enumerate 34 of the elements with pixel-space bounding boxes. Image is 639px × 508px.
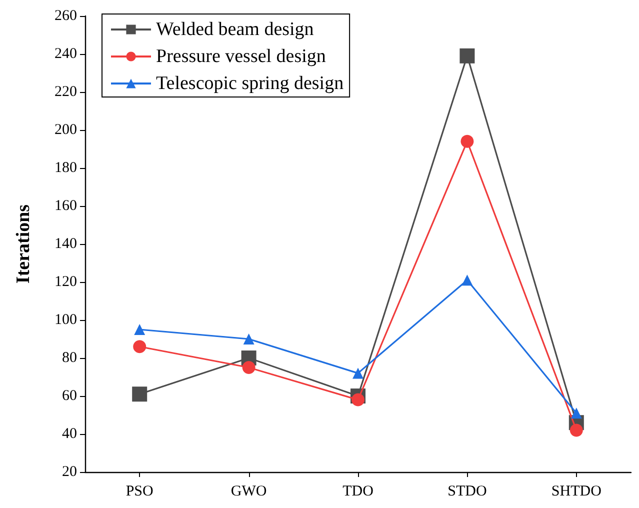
- y-tick-label: 20: [62, 464, 77, 480]
- y-tick-label: 100: [54, 312, 77, 328]
- point: [570, 408, 582, 419]
- point: [243, 334, 254, 344]
- y-tick-label: 160: [54, 198, 77, 214]
- point: [352, 368, 364, 379]
- y-tick-label: 60: [62, 388, 77, 404]
- y-tick-label: 40: [62, 426, 77, 442]
- point: [134, 324, 146, 335]
- y-tick-label: 140: [54, 236, 77, 252]
- x-tick-label: SHTDO: [551, 484, 602, 500]
- point: [460, 134, 474, 148]
- point: [242, 361, 256, 374]
- y-tick-label: 120: [54, 274, 77, 290]
- legend-label: Telescopic spring design: [156, 73, 344, 94]
- point: [460, 48, 475, 64]
- legend-label: Welded beam design: [156, 19, 314, 40]
- x-tick-label: PSO: [126, 484, 154, 500]
- point: [570, 424, 583, 437]
- y-tick-label: 80: [62, 350, 77, 366]
- y-tick-label: 220: [54, 84, 77, 100]
- legend-label: Pressure vessel design: [156, 46, 326, 67]
- x-tick-label: TDO: [342, 484, 374, 500]
- x-tick-label: GWO: [230, 484, 267, 500]
- point: [352, 393, 364, 406]
- point: [132, 386, 148, 402]
- x-tick-label: STDO: [448, 484, 487, 500]
- y-axis-title: Iterations: [13, 204, 34, 284]
- point: [462, 274, 473, 286]
- y-tick-label: 200: [54, 122, 77, 138]
- y-tick-label: 180: [54, 160, 77, 176]
- y-tick-label: 240: [54, 46, 77, 62]
- y-tick-label: 260: [54, 8, 77, 24]
- point: [133, 340, 146, 354]
